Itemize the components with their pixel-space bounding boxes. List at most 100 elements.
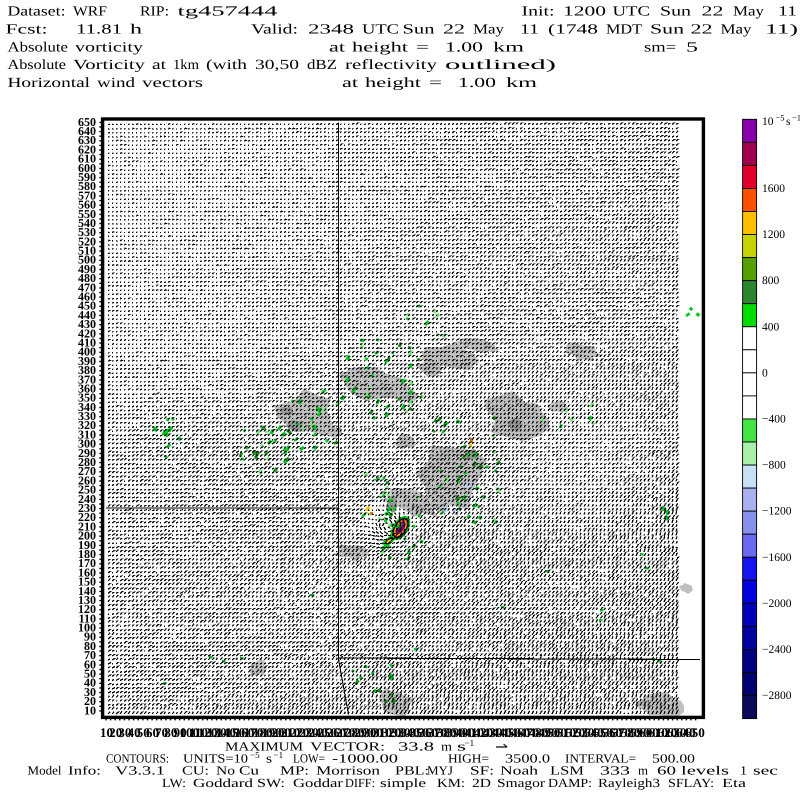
- svg-text:Init:: Init:: [522, 5, 555, 20]
- svg-text:CONTOURS:: CONTOURS:: [106, 752, 169, 766]
- svg-text:310: 310: [78, 427, 96, 441]
- svg-text:11: 11: [520, 23, 539, 38]
- svg-text:260: 260: [78, 473, 96, 487]
- svg-text:330: 330: [78, 409, 96, 423]
- svg-text:KM:: KM:: [437, 776, 465, 790]
- svg-text:vectors: vectors: [142, 76, 203, 91]
- svg-text:360: 360: [418, 725, 438, 740]
- svg-text:20: 20: [84, 694, 96, 708]
- svg-text:370: 370: [78, 372, 96, 386]
- svg-text:120: 120: [198, 725, 218, 740]
- svg-text:Goddard: Goddard: [193, 776, 254, 790]
- svg-text:270: 270: [78, 464, 96, 478]
- svg-text:150: 150: [78, 575, 96, 589]
- svg-text:280: 280: [78, 455, 96, 469]
- svg-text:540: 540: [78, 216, 96, 230]
- svg-text:PBL:: PBL:: [395, 764, 429, 778]
- svg-text:MP:: MP:: [280, 764, 309, 778]
- svg-text:450: 450: [501, 725, 521, 740]
- svg-text:430: 430: [78, 317, 96, 331]
- svg-text:11: 11: [778, 5, 797, 20]
- svg-text:100: 100: [78, 621, 96, 635]
- svg-text:60: 60: [657, 764, 676, 778]
- svg-text:500: 500: [78, 253, 96, 267]
- svg-text:at: at: [329, 41, 345, 56]
- svg-text:Valid:: Valid:: [251, 23, 298, 38]
- svg-text:650: 650: [78, 115, 96, 129]
- svg-text:1: 1: [740, 764, 747, 778]
- svg-text:250: 250: [78, 483, 96, 497]
- svg-text:280: 280: [345, 725, 365, 740]
- svg-text:-1000.00: -1000.00: [332, 752, 398, 766]
- svg-text:170: 170: [78, 556, 96, 570]
- svg-text:−1200: −1200: [762, 506, 792, 518]
- svg-text:590: 590: [630, 725, 650, 740]
- svg-text:−2400: −2400: [762, 644, 792, 656]
- svg-text:Noah: Noah: [500, 764, 539, 778]
- svg-text:110: 110: [79, 611, 96, 625]
- svg-text:at: at: [342, 76, 358, 91]
- svg-text:m: m: [441, 740, 452, 754]
- svg-text:HIGH=: HIGH=: [448, 752, 489, 766]
- svg-text:2D: 2D: [472, 776, 491, 790]
- svg-text:3500.0: 3500.0: [505, 752, 550, 766]
- svg-text:−800: −800: [762, 460, 786, 472]
- svg-text:470: 470: [78, 280, 96, 294]
- svg-text:2348: 2348: [308, 23, 354, 38]
- svg-text:0: 0: [762, 367, 768, 379]
- svg-text:520: 520: [566, 725, 586, 740]
- svg-text:300: 300: [363, 725, 383, 740]
- svg-text:at: at: [152, 58, 166, 73]
- svg-text:490: 490: [78, 262, 96, 276]
- svg-text:=: =: [416, 41, 429, 56]
- svg-text:SW:: SW:: [257, 776, 285, 790]
- svg-text:LW:: LW:: [162, 776, 186, 790]
- svg-text:230: 230: [78, 501, 96, 515]
- svg-text:1.00: 1.00: [445, 41, 483, 56]
- svg-text:200: 200: [271, 725, 291, 740]
- svg-text:km: km: [506, 76, 537, 91]
- svg-text:350: 350: [78, 391, 96, 405]
- svg-text:MDT: MDT: [606, 23, 643, 38]
- svg-text:reflectivity: reflectivity: [345, 58, 437, 73]
- svg-text:70: 70: [155, 725, 169, 740]
- svg-text:40: 40: [84, 676, 96, 690]
- svg-text:570: 570: [78, 188, 96, 202]
- svg-text:590: 590: [78, 170, 96, 184]
- svg-text:−5: −5: [776, 113, 785, 123]
- svg-text:Absolute: Absolute: [8, 58, 67, 73]
- svg-text:230: 230: [299, 725, 319, 740]
- svg-text:800: 800: [762, 275, 780, 287]
- svg-text:22: 22: [702, 5, 724, 20]
- svg-text:430: 430: [483, 725, 503, 740]
- svg-text:−1600: −1600: [762, 552, 792, 564]
- svg-text:Sun: Sun: [403, 23, 435, 38]
- svg-text:600: 600: [639, 725, 659, 740]
- svg-text:180: 180: [78, 547, 96, 561]
- svg-text:380: 380: [437, 725, 457, 740]
- svg-text:INTERVAL=: INTERVAL=: [565, 752, 636, 766]
- svg-text:10: 10: [762, 116, 774, 128]
- svg-text:580: 580: [621, 725, 641, 740]
- svg-text:140: 140: [216, 725, 236, 740]
- svg-text:30: 30: [84, 685, 96, 699]
- svg-text:510: 510: [78, 244, 96, 258]
- svg-text:=: =: [429, 76, 442, 91]
- svg-text:40: 40: [127, 725, 141, 740]
- svg-text:sec: sec: [753, 764, 779, 778]
- svg-text:sm=: sm=: [644, 41, 676, 56]
- svg-text:60: 60: [146, 725, 160, 740]
- svg-text:220: 220: [78, 510, 96, 524]
- svg-text:90: 90: [84, 630, 96, 644]
- svg-text:1km: 1km: [173, 58, 199, 73]
- svg-text:90: 90: [173, 725, 187, 740]
- svg-text:270: 270: [336, 725, 356, 740]
- svg-text:500.00: 500.00: [652, 752, 695, 766]
- svg-text:610: 610: [648, 725, 668, 740]
- svg-text:5: 5: [686, 41, 698, 56]
- svg-text:V3.3.1: V3.3.1: [115, 764, 165, 778]
- svg-text:1.00: 1.00: [458, 76, 496, 91]
- svg-text:m: m: [638, 764, 648, 778]
- svg-text:400: 400: [762, 321, 780, 333]
- svg-text:Rayleigh3: Rayleigh3: [598, 776, 660, 790]
